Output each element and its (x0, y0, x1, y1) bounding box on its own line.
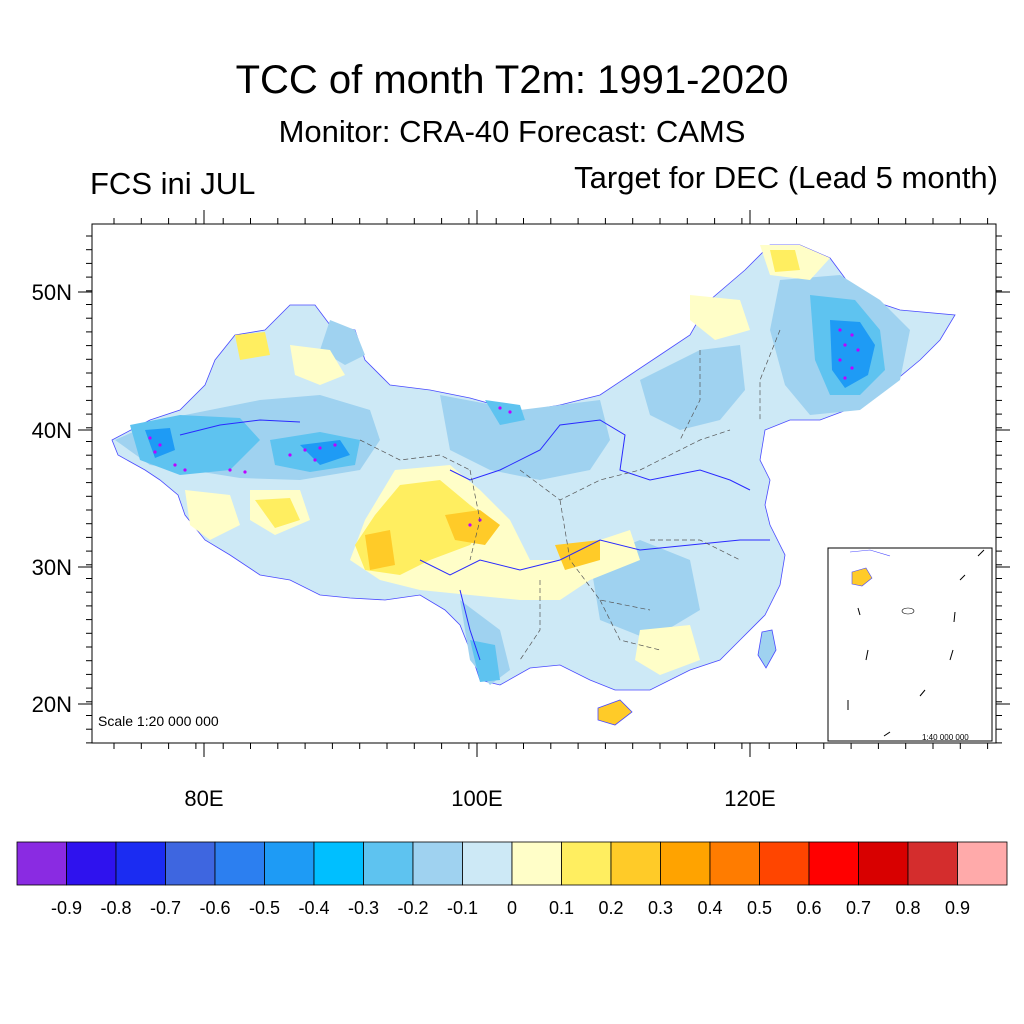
lat-tick-label: 40N (32, 418, 72, 443)
lat-tick-label: 50N (32, 280, 72, 305)
colorbar-label: 0.7 (846, 898, 871, 918)
colorbar-label: 0.2 (598, 898, 623, 918)
skill-patch-blue (640, 345, 745, 430)
skill-patch-blue (440, 395, 610, 480)
colorbar-swatch (16, 841, 67, 886)
colorbar-label: 0.6 (796, 898, 821, 918)
colorbar-label: -0.9 (51, 898, 82, 918)
lon-tick-label: 80E (184, 786, 223, 811)
colorbar-label: 0.4 (697, 898, 722, 918)
lon-tick-label: 120E (724, 786, 775, 811)
skill-patch-yellow (290, 345, 345, 385)
colorbar-swatch (610, 841, 661, 886)
colorbar-labels: -0.9 -0.8 -0.7 -0.6 -0.5 -0.4 -0.3 -0.2 -0.1 0 0.1… (51, 898, 970, 918)
colorbar-label: 0.3 (648, 898, 673, 918)
colorbar-swatch (907, 841, 958, 886)
skill-patch-strongblue (830, 320, 875, 388)
colorbar-swatch (115, 841, 166, 886)
inset-hainan (851, 567, 873, 587)
skill-patch-strongblue (145, 428, 175, 458)
skill-patch-darkblue (485, 400, 525, 425)
target-label: Target for DEC (Lead 5 month) (574, 160, 998, 195)
scale-inset-label: 1:40 000 000 (922, 733, 969, 742)
colorbar-label: -0.4 (298, 898, 329, 918)
colorbar-swatch (264, 841, 315, 886)
map-title: TCC of month T2m: 1991-2020 (235, 58, 789, 102)
colorbar-label: -0.3 (348, 898, 379, 918)
init-label: FCS ini JUL (90, 166, 256, 201)
colorbar-swatch (808, 841, 859, 886)
skill-patch-yellow (185, 490, 240, 540)
colorbar-swatch (858, 841, 909, 886)
province-borders (359, 329, 781, 661)
colorbar-swatch (412, 841, 463, 886)
lat-tick-label: 20N (32, 692, 72, 717)
colorbar-swatch (957, 841, 1008, 886)
china-landmass (111, 244, 956, 726)
hainan-island (597, 699, 633, 726)
skill-patch-orange (445, 510, 500, 545)
colorbar-label: -0.2 (397, 898, 428, 918)
significance-stipple (148, 328, 860, 527)
colorbar-label: -0.1 (447, 898, 478, 918)
colorbar-label: 0.9 (945, 898, 970, 918)
south-china-sea-inset (827, 547, 993, 742)
taiwan-island (757, 629, 777, 669)
colorbar-swatch (363, 841, 414, 886)
colorbar-swatch (759, 841, 810, 886)
colorbar-swatch (462, 841, 513, 886)
rivers (179, 419, 770, 661)
skill-patch-strongblue (300, 440, 350, 465)
colorbar-label: 0.1 (549, 898, 574, 918)
colorbar-label: 0.5 (747, 898, 772, 918)
colorbar-swatch (313, 841, 364, 886)
skill-patch-yellow (635, 625, 700, 675)
lon-tick-label: 100E (451, 786, 502, 811)
colorbar (16, 841, 1008, 886)
skill-patch-gold (255, 498, 300, 528)
colorbar-swatch (709, 841, 760, 886)
map-ticks (78, 210, 1010, 757)
skill-patch-gold (770, 250, 800, 272)
skill-patch-yellow (690, 295, 750, 340)
colorbar-label: 0.8 (895, 898, 920, 918)
colorbar-swatch (165, 841, 216, 886)
colorbar-label: -0.6 (199, 898, 230, 918)
skill-patch-gold (235, 332, 270, 360)
skill-patch-orange (555, 540, 600, 570)
colorbar-swatch (561, 841, 612, 886)
skill-patch-darkblue (470, 640, 500, 682)
lat-tick-label: 30N (32, 555, 72, 580)
scale-main-label: Scale 1:20 000 000 (98, 713, 219, 729)
map-frame (91, 223, 997, 744)
map-subtitle: Monitor: CRA-40 Forecast: CAMS (278, 114, 746, 149)
colorbar-swatch (511, 841, 562, 886)
colorbar-swatch (66, 841, 117, 886)
colorbar-swatch (214, 841, 265, 886)
colorbar-label: -0.7 (150, 898, 181, 918)
colorbar-label: -0.8 (100, 898, 131, 918)
skill-patch-orange (365, 530, 395, 570)
colorbar-label: 0 (507, 898, 517, 918)
colorbar-swatch (660, 841, 711, 886)
colorbar-label: -0.5 (249, 898, 280, 918)
map-tick-labels: 50N 40N 30N 20N 80E 100E 120E (32, 280, 776, 811)
